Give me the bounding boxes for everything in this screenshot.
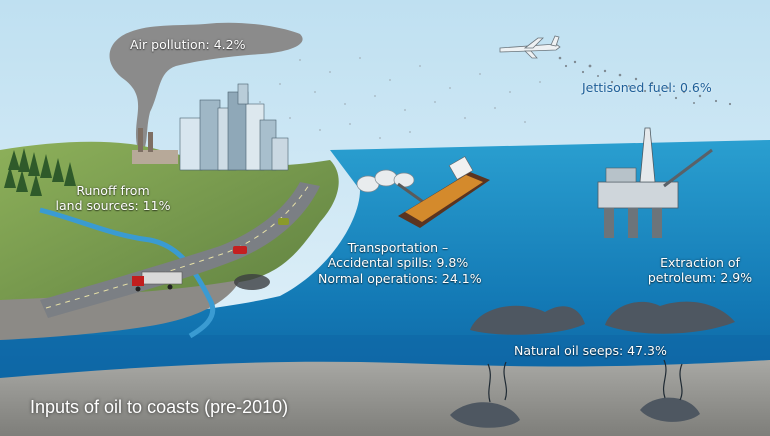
land-cross-section <box>0 280 240 340</box>
oil-tanker-icon <box>398 156 490 228</box>
seafloor-rocks <box>450 301 735 428</box>
truck-icon <box>132 271 183 292</box>
smoke-plume <box>109 22 303 151</box>
city-skyline <box>179 83 289 171</box>
diagram-caption: Inputs of oil to coasts (pre-2010) <box>30 397 289 417</box>
jet-plane-icon <box>499 35 561 59</box>
land <box>0 141 339 310</box>
river <box>39 207 215 339</box>
car-icon <box>233 246 247 254</box>
seabed <box>0 360 770 436</box>
oil-storage-tanks <box>356 169 415 193</box>
oil-seep-streams <box>487 359 683 403</box>
transportation-line-3: Normal operations: 24.1% <box>318 270 482 286</box>
extraction-line-2: petroleum: 2.9% <box>647 270 753 286</box>
extraction-label: Extraction of petroleum: 2.9% <box>635 255 765 286</box>
forest <box>4 148 76 196</box>
runoff-label: Runoff from land sources: 11% <box>38 183 188 214</box>
road-centerline <box>45 184 310 309</box>
transportation-label: Transportation – Accidental spills: 9.8%… <box>318 240 482 286</box>
extraction-line-1: Extraction of <box>660 255 740 270</box>
fuel-spray-trail <box>558 56 732 106</box>
highway <box>40 182 320 318</box>
transportation-line-1: Transportation – <box>347 240 449 255</box>
jettisoned-fuel-label: Jettisoned fuel: 0.6% <box>582 80 712 95</box>
air-haze <box>259 57 541 139</box>
transportation-line-2: Accidental spills: 9.8% <box>327 255 469 271</box>
oil-slick <box>234 274 270 290</box>
air-pollution-label: Air pollution: 4.2% <box>130 37 246 52</box>
runoff-line-2: land sources: 11% <box>55 198 171 214</box>
runoff-line-1: Runoff from <box>76 183 150 198</box>
car-icon <box>278 218 289 225</box>
factory-icon <box>132 128 178 164</box>
oil-platform-icon <box>597 127 713 238</box>
natural-seeps-label: Natural oil seeps: 47.3% <box>514 343 667 358</box>
